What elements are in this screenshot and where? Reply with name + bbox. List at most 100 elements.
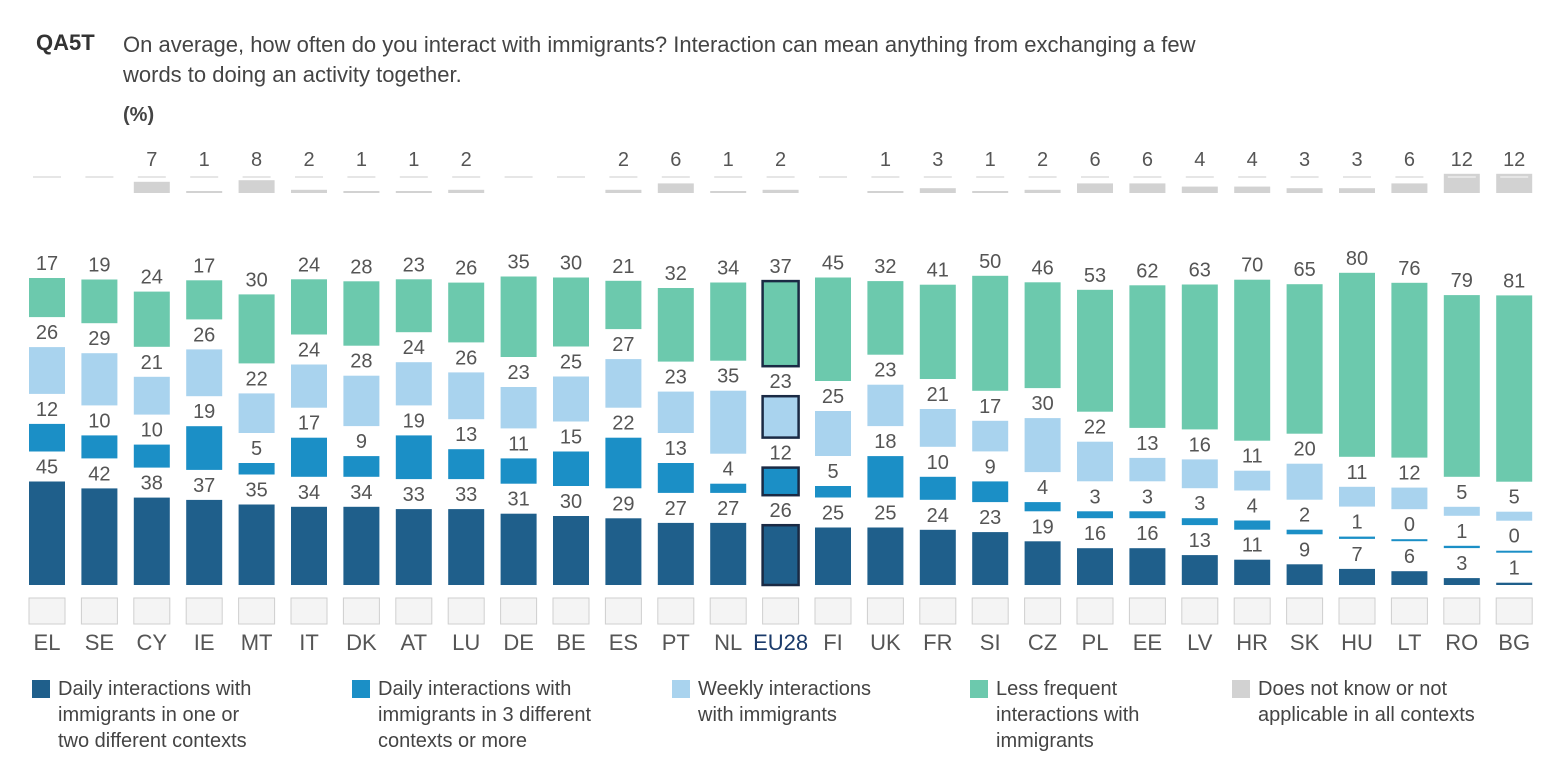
bar-IT-series-1 — [291, 437, 327, 477]
flag-RO-icon — [1443, 597, 1481, 625]
bar-UK-series-1 — [867, 456, 904, 498]
value-label-LU-series-0: 33 — [455, 484, 477, 506]
legend-label-3: Less frequent interactions with immigrants — [996, 676, 1139, 754]
value-label-SE-series-0: 42 — [88, 463, 110, 485]
category-label-MT: MT — [241, 630, 273, 655]
bar-DE-series-1 — [500, 458, 537, 484]
question-text: On average, how often do you interact wi… — [123, 30, 1523, 90]
bar-ES-series-1 — [605, 437, 642, 489]
flag-PL-icon — [1076, 597, 1114, 625]
value-label-PT-series-2: 23 — [665, 367, 687, 389]
value-label-EU28-series-3: 37 — [769, 256, 791, 278]
bar-FR-series-2 — [919, 409, 956, 447]
value-label-LT-series-2: 12 — [1398, 463, 1420, 485]
category-label-NL: NL — [714, 630, 742, 655]
flag-DK-icon — [342, 597, 380, 625]
value-label-ES-series-3: 21 — [612, 256, 634, 278]
category-label-EE: EE — [1133, 630, 1162, 655]
bar-AT-series-1 — [395, 435, 432, 480]
value-label-DK-series-1: 9 — [356, 431, 367, 453]
flag-ES-icon — [604, 597, 642, 625]
category-label-FR: FR — [923, 630, 952, 655]
flag-LV-icon — [1181, 597, 1219, 625]
value-label-BG-series-3: 81 — [1503, 270, 1525, 292]
value-label-SI-series-3: 50 — [979, 251, 1001, 273]
bar-CZ-series-3 — [1024, 282, 1061, 389]
bar-LU-series-0 — [448, 509, 485, 585]
legend-swatch-3 — [970, 680, 988, 698]
bar-LT-series-4 — [1391, 183, 1428, 193]
value-label-AT-series-4: 1 — [408, 149, 419, 171]
value-label-BE-series-1: 15 — [560, 427, 582, 449]
value-label-ES-series-2: 27 — [612, 334, 634, 356]
bar-EU28-series-3 — [761, 279, 800, 368]
chart-legend: Daily interactions with immigrants in one… — [0, 676, 1557, 756]
value-label-CZ-series-4: 2 — [1037, 149, 1048, 171]
value-label-SK-series-3: 65 — [1293, 259, 1315, 281]
bar-DK-series-4 — [343, 191, 380, 193]
value-label-LT-series-0: 6 — [1404, 546, 1415, 568]
bar-CZ-series-1 — [1024, 502, 1061, 512]
flag-EE-icon — [1128, 597, 1166, 625]
category-label-FI: FI — [823, 630, 843, 655]
value-label-BE-series-3: 30 — [560, 253, 582, 275]
category-label-SI: SI — [980, 630, 1001, 655]
bar-FR-series-4 — [919, 188, 956, 193]
value-label-IT-series-4: 2 — [303, 149, 314, 171]
flag-HR-icon — [1233, 597, 1271, 625]
legend-label-2-line-0: Weekly interactions — [698, 678, 872, 700]
bar-LU-series-4 — [448, 189, 485, 193]
legend-item-0: Daily interactions with immigrants in one… — [32, 676, 251, 754]
value-label-LV-series-3: 63 — [1189, 260, 1211, 282]
value-label-IE-series-2: 26 — [193, 324, 215, 346]
value-label-AT-series-0: 33 — [403, 484, 425, 506]
value-label-FR-series-0: 24 — [927, 505, 949, 527]
bar-PT-series-3 — [657, 288, 694, 362]
stacked-bar-chart: 45122617EL42102919SE381021247CY371926171… — [28, 149, 1533, 655]
legend-swatch-2 — [672, 680, 690, 698]
bar-PT-series-2 — [657, 391, 694, 433]
value-label-NL-series-0: 27 — [717, 498, 739, 520]
value-label-UK-series-1: 18 — [874, 431, 896, 453]
bar-FI-series-1 — [815, 486, 851, 498]
value-label-PL-series-0: 16 — [1084, 523, 1106, 545]
bar-PL-series-2 — [1077, 441, 1113, 482]
bar-DK-series-0 — [343, 506, 380, 585]
value-label-EU28-series-2: 23 — [769, 371, 791, 393]
bar-IE-series-4 — [186, 191, 223, 193]
flag-BG-icon — [1495, 597, 1533, 625]
flag-CZ-icon — [1024, 597, 1062, 625]
bar-CY-series-3 — [133, 291, 170, 347]
legend-swatch-4 — [1232, 680, 1250, 698]
value-label-LU-series-1: 13 — [455, 424, 477, 446]
value-label-EE-series-3: 62 — [1136, 260, 1158, 282]
value-label-LV-series-4: 4 — [1194, 149, 1205, 171]
flag-PT-icon — [657, 597, 695, 625]
bar-IT-series-4 — [291, 189, 327, 193]
bar-CY-series-2 — [133, 376, 170, 415]
value-label-CZ-series-0: 19 — [1031, 516, 1053, 538]
bar-MT-series-2 — [238, 393, 275, 433]
value-label-ES-series-4: 2 — [618, 149, 629, 171]
bar-EU28-series-2 — [761, 394, 800, 439]
value-label-DE-series-1: 11 — [508, 433, 529, 455]
value-label-HU-series-3: 80 — [1346, 248, 1368, 270]
bar-RO-series-3 — [1443, 295, 1480, 477]
bar-LU-series-3 — [448, 282, 485, 343]
bar-ES-series-4 — [605, 189, 642, 193]
value-label-PT-series-4: 6 — [670, 149, 681, 171]
bar-UK-series-3 — [867, 281, 904, 355]
bar-RO-series-0 — [1443, 578, 1480, 585]
bar-BE-series-3 — [553, 277, 589, 347]
bar-MT-series-1 — [238, 463, 275, 475]
bar-FI-series-3 — [815, 277, 851, 381]
value-label-EU28-series-0: 26 — [769, 500, 791, 522]
bar-LU-series-2 — [448, 372, 485, 420]
bar-BG-series-2 — [1496, 511, 1533, 521]
bar-IE-series-0 — [186, 499, 223, 585]
value-label-PL-series-2: 22 — [1084, 417, 1106, 439]
bar-SK-series-0 — [1286, 564, 1323, 585]
legend-label-0: Daily interactions with immigrants in one… — [58, 676, 251, 754]
unit-label: (%) — [123, 104, 155, 126]
value-label-DE-series-3: 35 — [507, 252, 529, 274]
